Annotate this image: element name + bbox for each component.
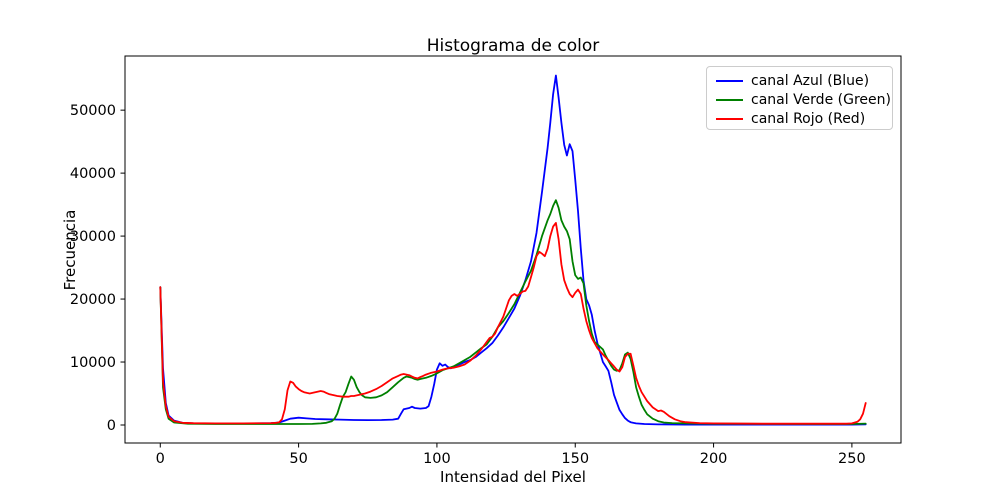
x-axis-label: Intensidad del Pixel bbox=[440, 468, 586, 486]
red-line-swatch-icon bbox=[716, 118, 743, 121]
legend-label-blue: canal Azul (Blue) bbox=[751, 72, 870, 89]
x-tick-label: 50 bbox=[289, 451, 307, 467]
legend-item-blue: canal Azul (Blue) bbox=[716, 71, 892, 90]
x-tick-label: 200 bbox=[700, 451, 728, 467]
plot-border bbox=[124, 55, 902, 444]
y-tick-label: 40000 bbox=[70, 166, 116, 182]
green-channel-line bbox=[159, 199, 867, 425]
y-tick-label: 30000 bbox=[70, 229, 116, 245]
x-tick-label: 150 bbox=[561, 451, 589, 467]
y-tick-label: 10000 bbox=[70, 355, 116, 371]
blue-channel-line bbox=[159, 74, 867, 426]
legend-label-green: canal Verde (Green) bbox=[751, 91, 891, 108]
x-tick-label: 0 bbox=[156, 451, 165, 467]
x-tick-label: 100 bbox=[423, 451, 451, 467]
legend-label-red: canal Rojo (Red) bbox=[751, 111, 866, 128]
y-axis-label: Frecuencia bbox=[61, 209, 79, 291]
legend: canal Azul (Blue) canal Verde (Green) ca… bbox=[706, 66, 893, 130]
legend-item-red: canal Rojo (Red) bbox=[716, 110, 892, 129]
blue-line-swatch-icon bbox=[716, 79, 743, 82]
y-tick-label: 0 bbox=[107, 418, 116, 434]
chart-title: Histograma de color bbox=[426, 36, 600, 56]
green-line-swatch-icon bbox=[716, 98, 743, 101]
legend-item-green: canal Verde (Green) bbox=[716, 90, 892, 109]
y-tick-label: 50000 bbox=[70, 103, 116, 119]
x-tick-label: 250 bbox=[838, 451, 866, 467]
y-tick-label: 20000 bbox=[70, 292, 116, 308]
red-channel-line bbox=[159, 221, 867, 425]
